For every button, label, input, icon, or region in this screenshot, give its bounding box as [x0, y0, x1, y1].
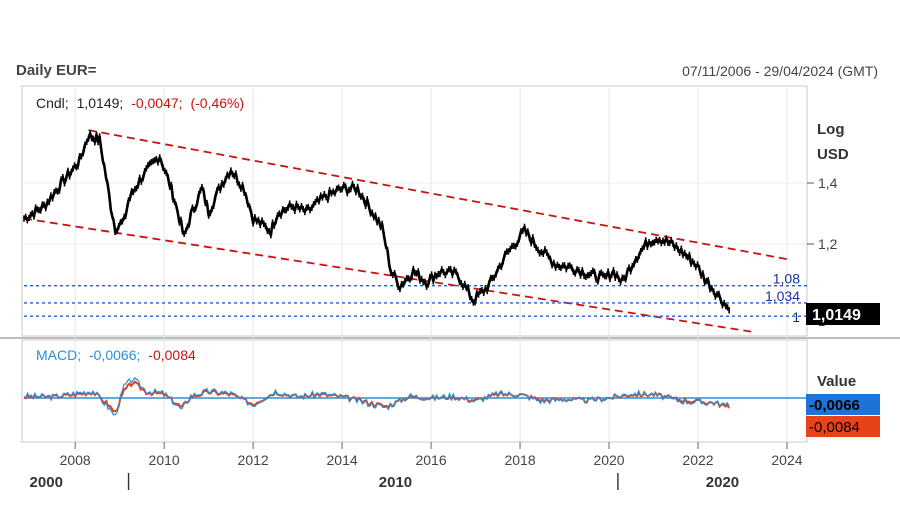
scale-label-usd: USD	[817, 146, 849, 163]
macd-legend-name: MACD;	[36, 347, 81, 363]
macd-legend-signal: -0,0084	[148, 347, 196, 363]
era-label: 2020	[706, 474, 739, 491]
signal-tag: -0,0084	[809, 419, 860, 436]
date-range: 07/11/2006 - 29/04/2024 (GMT)	[682, 63, 878, 79]
last-price-tag: 1,0149	[812, 307, 861, 324]
macd-panel-frame	[21, 339, 808, 443]
era-label: 2000	[30, 474, 63, 491]
support-levels: 1,081,034 1	[24, 271, 807, 325]
macd-line	[23, 377, 730, 416]
legend-change: -0,0047;	[131, 95, 182, 111]
last-price-tag-bg	[806, 303, 880, 325]
support-label: 1,08	[773, 271, 800, 287]
macd-value-label: Value	[817, 373, 856, 390]
x-tick-label: 2012	[238, 452, 269, 468]
macd-series	[23, 377, 807, 416]
signal-tag-bg	[806, 416, 880, 437]
y-tick-label: 1,4	[818, 175, 838, 191]
x-tick-label: 2022	[682, 452, 713, 468]
candle-series	[23, 130, 731, 314]
channel-upper-line	[88, 129, 788, 261]
macd-tag-bg	[806, 394, 880, 415]
legend-last: 1,0149;	[77, 95, 124, 111]
chart-title: Daily EUR=	[16, 62, 97, 79]
macd-tag: -0,0066	[809, 397, 860, 414]
legend-pct: (-0,46%)	[190, 95, 244, 111]
x-tick-label: 2010	[149, 452, 180, 468]
era-label: 2010	[379, 474, 412, 491]
x-tick-label: 2024	[771, 452, 802, 468]
svg-text:Cndl; 1,0149; -0,0047;: Cndl; 1,0149; -0,0047; (-0,46%)	[36, 95, 244, 111]
x-tick-label: 2008	[60, 452, 91, 468]
price-panel-frame	[21, 85, 808, 337]
macd-legend-macd: -0,0066;	[89, 347, 140, 363]
x-tick-label: 2020	[593, 452, 624, 468]
x-tick-label: 2018	[504, 452, 535, 468]
x-tick-label: 2014	[327, 452, 358, 468]
trend-channel	[23, 129, 788, 334]
legend-series-name: Cndl;	[36, 95, 69, 111]
svg-text:MACD; -0,0066; -0,0084: MACD; -0,0066; -0,0084	[36, 347, 196, 363]
support-label: 1,034	[765, 288, 800, 304]
support-label: 1	[792, 309, 800, 325]
scale-label-log: Log	[817, 121, 845, 138]
channel-lower-line	[23, 217, 756, 334]
x-tick-label: 2016	[415, 452, 446, 468]
y-tick-label: 1,2	[818, 236, 838, 252]
price-line	[23, 131, 731, 311]
x-axis: 2008 2010 2012 2014 2016 2018 2020 2022 2024 2000…	[30, 442, 803, 491]
